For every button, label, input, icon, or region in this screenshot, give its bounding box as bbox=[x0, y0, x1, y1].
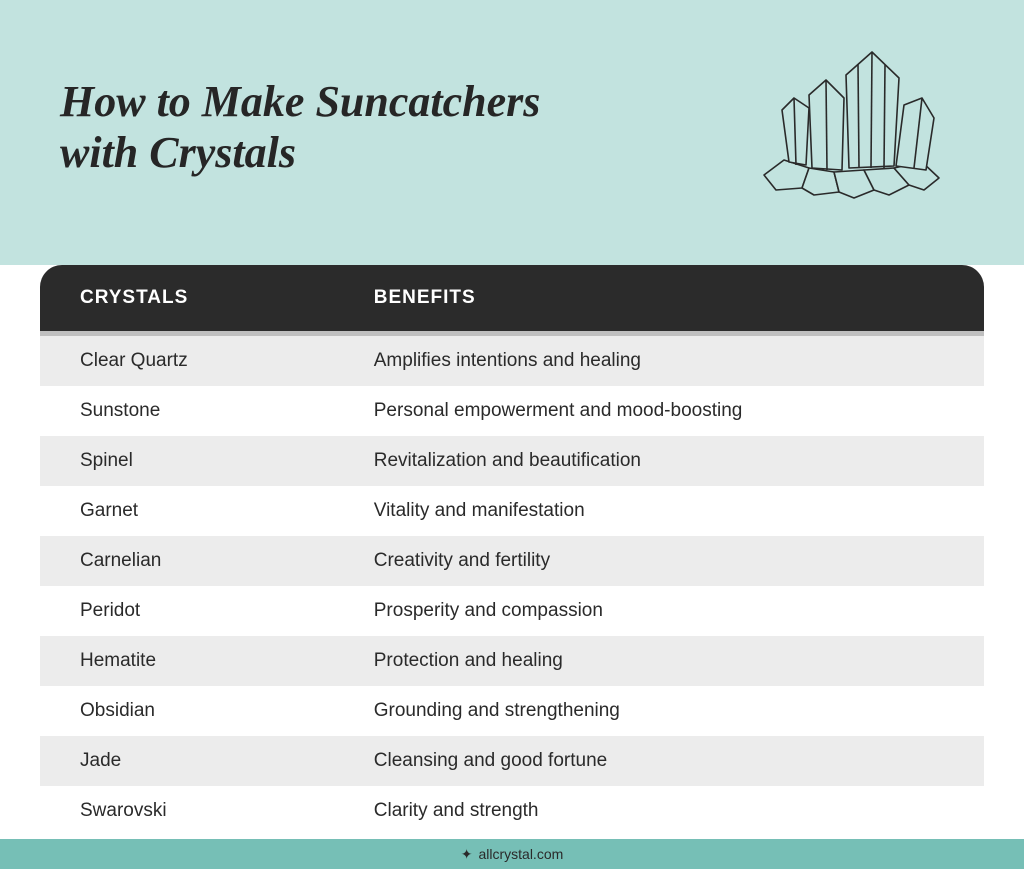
crystal-benefit: Personal empowerment and mood-boosting bbox=[374, 400, 944, 422]
crystals-table: CRYSTALS BENEFITS Clear QuartzAmplifies … bbox=[40, 265, 984, 836]
crystal-name: Peridot bbox=[80, 600, 374, 622]
table-row: GarnetVitality and manifestation bbox=[40, 486, 984, 536]
crystal-name: Spinel bbox=[80, 450, 374, 472]
table-row: SunstonePersonal empowerment and mood-bo… bbox=[40, 386, 984, 436]
title-line-1: How to Make Suncatchers bbox=[60, 77, 540, 126]
table-row: SpinelRevitalization and beautification bbox=[40, 436, 984, 486]
page-title: How to Make Suncatchers with Crystals bbox=[60, 77, 540, 178]
table-header-row: CRYSTALS BENEFITS bbox=[40, 265, 984, 331]
crystal-name: Carnelian bbox=[80, 550, 374, 572]
crystal-name: Sunstone bbox=[80, 400, 374, 422]
title-line-2: with Crystals bbox=[60, 128, 296, 177]
crystal-benefit: Clarity and strength bbox=[374, 800, 944, 822]
crystal-benefit: Revitalization and beautification bbox=[374, 450, 944, 472]
crystal-benefit: Amplifies intentions and healing bbox=[374, 350, 944, 372]
table-container: CRYSTALS BENEFITS Clear QuartzAmplifies … bbox=[0, 265, 1024, 836]
crystal-benefit: Vitality and manifestation bbox=[374, 500, 944, 522]
table-row: HematiteProtection and healing bbox=[40, 636, 984, 686]
crystal-benefit: Prosperity and compassion bbox=[374, 600, 944, 622]
table-row: JadeCleansing and good fortune bbox=[40, 736, 984, 786]
crystal-name: Clear Quartz bbox=[80, 350, 374, 372]
table-row: ObsidianGrounding and strengthening bbox=[40, 686, 984, 736]
crystal-benefit: Grounding and strengthening bbox=[374, 700, 944, 722]
column-header-crystals: CRYSTALS bbox=[80, 287, 374, 309]
crystal-benefit: Cleansing and good fortune bbox=[374, 750, 944, 772]
table-row: PeridotProsperity and compassion bbox=[40, 586, 984, 636]
table-row: CarnelianCreativity and fertility bbox=[40, 536, 984, 586]
crystal-benefit: Protection and healing bbox=[374, 650, 944, 672]
header-banner: How to Make Suncatchers with Crystals bbox=[0, 0, 1024, 265]
column-header-benefits: BENEFITS bbox=[374, 287, 944, 309]
crystal-name: Swarovski bbox=[80, 800, 374, 822]
crystal-name: Jade bbox=[80, 750, 374, 772]
table-row: Clear QuartzAmplifies intentions and hea… bbox=[40, 336, 984, 386]
footer-text: allcrystal.com bbox=[478, 846, 563, 862]
footer-bar: ✦ allcrystal.com bbox=[0, 839, 1024, 869]
crystal-name: Hematite bbox=[80, 650, 374, 672]
table-body: Clear QuartzAmplifies intentions and hea… bbox=[40, 336, 984, 836]
crystal-name: Obsidian bbox=[80, 700, 374, 722]
crystal-cluster-icon bbox=[754, 50, 954, 205]
sparkle-icon: ✦ bbox=[461, 846, 473, 863]
crystal-benefit: Creativity and fertility bbox=[374, 550, 944, 572]
crystal-name: Garnet bbox=[80, 500, 374, 522]
table-row: SwarovskiClarity and strength bbox=[40, 786, 984, 836]
